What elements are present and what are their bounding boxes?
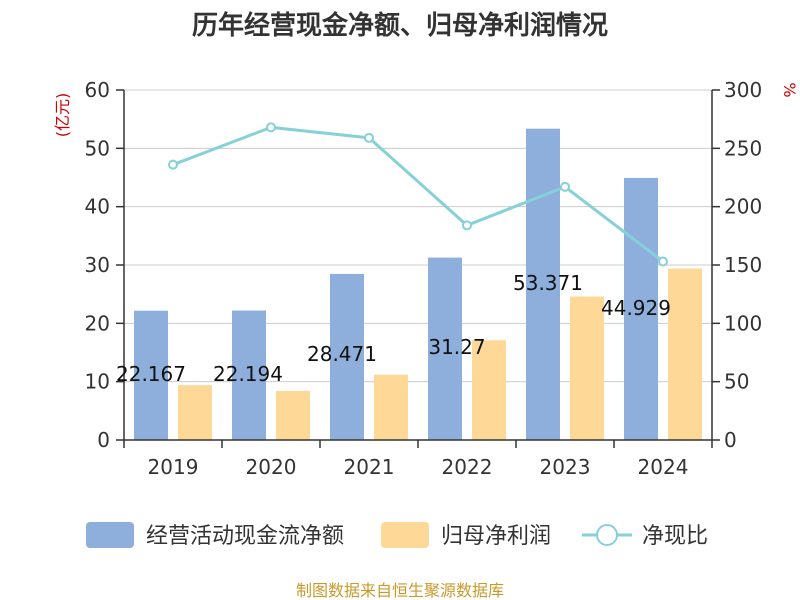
legend-swatch-profit bbox=[381, 522, 429, 548]
grid-lines bbox=[124, 89, 712, 441]
ratio-polyline bbox=[172, 125, 664, 263]
ratio-point bbox=[266, 122, 276, 133]
x-tick-label: 2020 bbox=[246, 455, 297, 479]
profit-bar bbox=[178, 385, 212, 440]
cashflow-data-label: 31.27 bbox=[428, 335, 485, 359]
y-right-tick-label: 150 bbox=[724, 253, 762, 277]
profit-bar bbox=[276, 391, 310, 440]
y-right-tick-label: 50 bbox=[724, 370, 749, 394]
profit-bar bbox=[374, 374, 408, 440]
cashflow-data-label: 22.167 bbox=[116, 362, 186, 386]
ratio-point bbox=[560, 181, 570, 192]
y-right-tick-label: 200 bbox=[724, 195, 762, 219]
y-right-tick-label: 300 bbox=[724, 78, 762, 102]
cashflow-data-label: 22.194 bbox=[213, 362, 283, 386]
cashflow-bar bbox=[134, 310, 168, 440]
cashflow-bar bbox=[526, 128, 560, 440]
x-tick-label: 2022 bbox=[442, 455, 493, 479]
bars bbox=[134, 128, 702, 440]
legend: 经营活动现金流净额 归母净利润 净现比 bbox=[86, 522, 708, 549]
ratio-point bbox=[462, 220, 472, 231]
ratio-point bbox=[364, 132, 374, 143]
y-left-tick-label: 20 bbox=[85, 311, 110, 335]
legend-swatch-cashflow bbox=[86, 522, 134, 548]
y-right-unit: % bbox=[780, 82, 799, 97]
cashflow-bar bbox=[624, 177, 658, 440]
y-right-tick-label: 250 bbox=[724, 136, 762, 160]
ratio-point bbox=[658, 256, 668, 267]
x-tick-label: 2019 bbox=[148, 455, 199, 479]
x-tick-label: 2021 bbox=[344, 455, 395, 479]
x-tick-label: 2023 bbox=[540, 455, 591, 479]
data-labels: 22.167 22.194 28.471 31.27 53.371 44.929 bbox=[116, 271, 671, 386]
cashflow-bar bbox=[428, 257, 462, 440]
legend-marker-ratio bbox=[596, 524, 618, 546]
y-right-tick-label: 100 bbox=[724, 311, 762, 335]
axes: 0 10 20 30 40 50 60 0 50 100 150 200 250 300 2019 2020 2… bbox=[85, 78, 763, 479]
cashflow-data-label: 28.471 bbox=[307, 342, 377, 366]
legend-label-profit: 归母净利润 bbox=[441, 524, 551, 549]
cashflow-data-label: 53.371 bbox=[513, 271, 583, 295]
profit-bar bbox=[472, 340, 506, 440]
y-left-tick-label: 0 bbox=[97, 428, 110, 452]
y-left-tick-label: 60 bbox=[85, 78, 110, 102]
cashflow-bar bbox=[232, 310, 266, 440]
profit-bar bbox=[570, 296, 604, 440]
legend-label-cashflow: 经营活动现金流净额 bbox=[146, 524, 344, 549]
source-note: 制图数据来自恒生聚源数据库 bbox=[296, 581, 504, 600]
profit-bar bbox=[668, 268, 702, 440]
chart-title: 历年经营现金净额、归母净利润情况 bbox=[192, 10, 608, 41]
y-right-tick-label: 0 bbox=[724, 428, 737, 452]
ratio-point bbox=[168, 159, 178, 170]
y-left-tick-label: 50 bbox=[85, 136, 110, 160]
cashflow-bar bbox=[330, 273, 364, 440]
x-tick-label: 2024 bbox=[638, 455, 689, 479]
ratio-line bbox=[168, 122, 668, 267]
y-left-tick-label: 30 bbox=[85, 253, 110, 277]
legend-label-ratio: 净现比 bbox=[642, 524, 708, 549]
y-left-tick-label: 10 bbox=[85, 370, 110, 394]
cashflow-data-label: 44.929 bbox=[601, 296, 671, 320]
y-left-tick-label: 40 bbox=[85, 195, 110, 219]
y-left-unit: (亿元) bbox=[53, 93, 72, 138]
